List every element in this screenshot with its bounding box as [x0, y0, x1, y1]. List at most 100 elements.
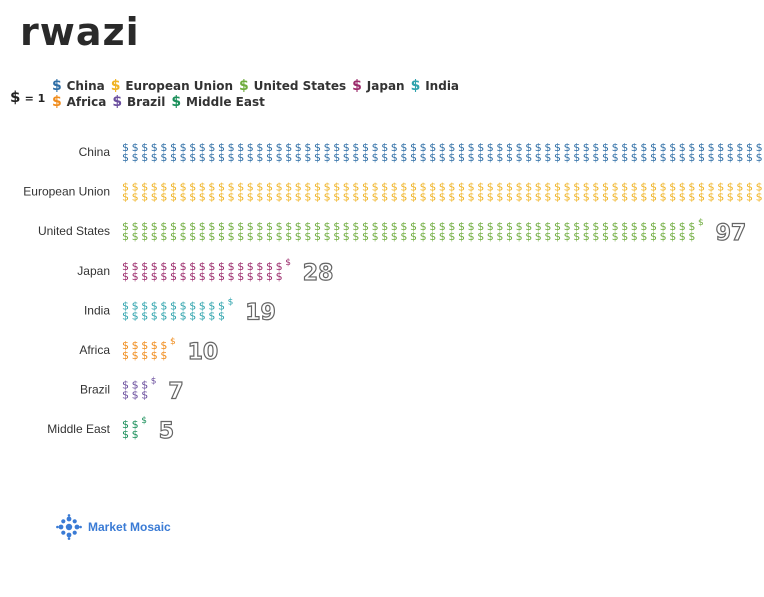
category-label: China	[79, 145, 111, 159]
dollar-icon: $	[592, 151, 599, 164]
dollar-icon: $	[400, 151, 407, 164]
dollar-icon: $	[381, 151, 388, 164]
dollar-icon: $	[324, 220, 331, 233]
dollar-icon: $	[352, 191, 359, 204]
dollar-icon: $	[122, 151, 129, 164]
dollar-icon: $	[285, 230, 292, 243]
dollar-icon: $	[333, 151, 340, 164]
dollar-icon: $	[276, 270, 283, 283]
dollar-icon: $	[621, 141, 628, 154]
legend-key-equals: = 1	[24, 92, 46, 105]
category-label: United States	[38, 224, 110, 238]
dollar-icon: $	[372, 151, 379, 164]
dollar-icon: $	[727, 191, 734, 204]
dollar-icon: $	[160, 230, 167, 243]
dollar-icon: $	[583, 151, 590, 164]
dollar-icon: $	[362, 191, 369, 204]
dollar-icon: $	[208, 181, 215, 194]
dollar-icon: $	[420, 141, 427, 154]
dollar-icon: $	[506, 151, 513, 164]
dollar-icon: $	[727, 141, 734, 154]
legend-label: China	[66, 79, 105, 93]
dollar-icon: $	[756, 191, 763, 204]
dollar-icon: $	[727, 151, 734, 164]
dollar-icon: $	[276, 141, 283, 154]
dollar-icon: $	[324, 151, 331, 164]
dollar-icon: $	[372, 230, 379, 243]
dollar-icon: $	[631, 151, 638, 164]
dollar-icon: $	[496, 191, 503, 204]
dollar-icon: $	[122, 418, 129, 431]
dollar-icon: $	[736, 181, 743, 194]
dollar-icon: $	[122, 299, 129, 312]
pictograph-bar: $$$$$$$$$$$$$$$$$$$$$$$$$$$$$$$$$$$$$$$$…	[122, 218, 704, 243]
dollar-icon: $	[496, 181, 503, 194]
dollar-icon: $	[333, 220, 340, 233]
dollar-icon: $	[717, 151, 724, 164]
dollar-icon: $	[573, 191, 580, 204]
dollar-icon: $	[477, 181, 484, 194]
pictograph-bar: $$$$$$$	[122, 377, 157, 402]
dollar-icon: $	[304, 191, 311, 204]
dollar-icon: $	[679, 220, 686, 233]
dollar-icon: $	[180, 191, 187, 204]
dollar-icon: $	[746, 141, 753, 154]
dollar-icon: $	[132, 151, 139, 164]
dollar-icon: $	[170, 337, 176, 347]
dollar-icon: $	[583, 181, 590, 194]
dollar-icon: $	[170, 151, 177, 164]
dollar-icon: $	[650, 151, 657, 164]
dollar-icon: $	[218, 230, 225, 243]
dollar-icon: $	[199, 270, 206, 283]
dollar-icon: $	[247, 141, 254, 154]
dollar-icon: $	[141, 379, 148, 392]
dollar-icon: $	[218, 299, 225, 312]
dollar-icon: $	[554, 151, 561, 164]
dollar-icon: $	[285, 141, 292, 154]
dollar-icon: $	[122, 389, 129, 402]
pictograph-bar: $$$$$$$$$$$$$$$$$$$$$$$$$$$$$$$$$$$$$$$$…	[122, 181, 763, 204]
dollar-icon: $	[170, 230, 177, 243]
dollar-icon: $	[314, 151, 321, 164]
dollar-icon: $	[506, 230, 513, 243]
market-mosaic-label: Market Mosaic	[88, 520, 171, 534]
dollar-icon: $	[736, 191, 743, 204]
dollar-icon: $	[276, 260, 283, 273]
dollar-icon: $	[343, 230, 350, 243]
dollar-icon: $	[564, 220, 571, 233]
dollar-icon: $	[669, 181, 676, 194]
dollar-icon: $	[189, 260, 196, 273]
dollar-icon: $	[141, 389, 148, 402]
dollar-icon: $	[439, 151, 446, 164]
dollar-icon: $	[564, 151, 571, 164]
dollar-icon: $	[52, 94, 67, 110]
dollar-icon: $	[410, 220, 417, 233]
dollar-icon: $	[554, 230, 561, 243]
category-label: Brazil	[80, 383, 110, 397]
dollar-icon: $	[218, 270, 225, 283]
dollar-icon: $	[544, 151, 551, 164]
dollar-icon: $	[352, 151, 359, 164]
dollar-icon: $	[583, 141, 590, 154]
dollar-icon: $	[372, 191, 379, 204]
dollar-icon: $	[496, 220, 503, 233]
dollar-icon: $	[679, 191, 686, 204]
dollar-icon: $	[160, 309, 167, 322]
legend-entry: $ United States	[239, 78, 346, 94]
dollar-icon: $	[506, 191, 513, 204]
dollar-icon: $	[372, 181, 379, 194]
dollar-icon: $	[333, 191, 340, 204]
dollar-icon: $	[151, 339, 158, 352]
dollar-icon: $	[141, 230, 148, 243]
dollar-icon: $	[199, 309, 206, 322]
dollar-icon: $	[180, 151, 187, 164]
dollar-icon: $	[122, 270, 129, 283]
dollar-icon: $	[208, 230, 215, 243]
dollar-icon: $	[650, 230, 657, 243]
dollar-icon: $	[660, 151, 667, 164]
dollar-icon: $	[10, 88, 21, 106]
value-label: 19	[245, 300, 276, 325]
dollar-icon: $	[141, 349, 148, 362]
value-label: 5	[159, 419, 174, 444]
dollar-icon: $	[410, 181, 417, 194]
